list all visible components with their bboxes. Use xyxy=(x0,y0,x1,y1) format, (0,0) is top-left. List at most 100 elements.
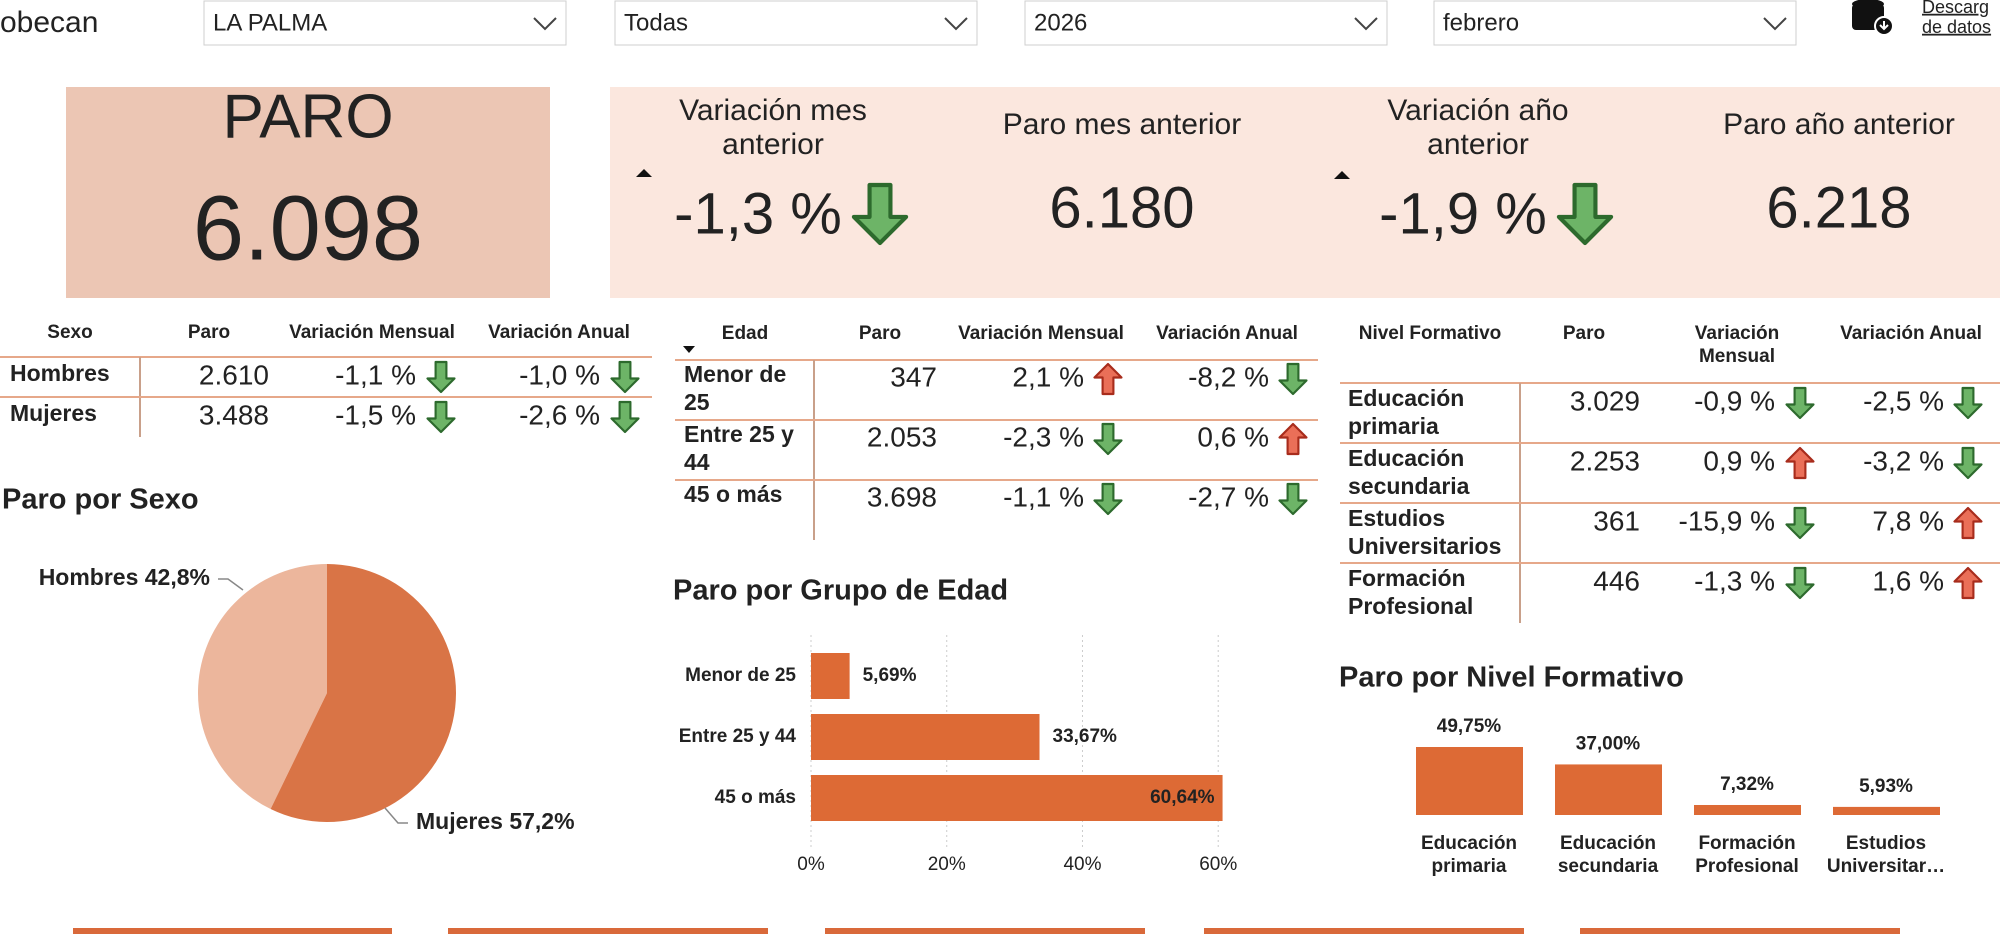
arrow-down xyxy=(426,400,456,434)
arrow-down xyxy=(1953,446,1983,480)
arrow-up xyxy=(1953,566,1983,600)
arrow-down xyxy=(1556,182,1614,246)
table-header: Paro xyxy=(859,323,901,344)
table-cell: -3,2 % xyxy=(1863,445,1944,476)
kpi-label: anterior xyxy=(722,128,824,161)
kpi-value: 6.218 xyxy=(1766,175,1911,240)
pie-slice xyxy=(270,564,457,822)
arrow-down xyxy=(1953,386,1983,420)
table-row-label: 44 xyxy=(684,449,710,475)
table-cell: 2.253 xyxy=(1570,445,1640,476)
table-cell: -1,1 % xyxy=(335,359,416,390)
sort-icon xyxy=(1334,171,1350,179)
table-row-label: Educación xyxy=(1348,445,1464,471)
x-tick-label: 40% xyxy=(1063,854,1101,875)
table-cell: -1,0 % xyxy=(519,359,600,390)
pie-slice xyxy=(198,564,327,810)
arrow-up xyxy=(1953,506,1983,540)
download-icon xyxy=(1852,0,1894,36)
download-link[interactable]: de datos xyxy=(1922,17,1991,37)
filter-value: febrero xyxy=(1443,9,1519,36)
table-cell: -15,9 % xyxy=(1679,505,1776,536)
table-cell: 361 xyxy=(1593,505,1640,536)
filter-value: 2026 xyxy=(1034,9,1087,36)
kpi-label: Variación mes xyxy=(679,94,867,127)
x-tick-label: 0% xyxy=(797,854,825,875)
bar xyxy=(1833,806,1940,815)
table-cell: 2.610 xyxy=(199,359,269,390)
arrow-up xyxy=(1093,362,1123,396)
kpi-main-label: PARO xyxy=(222,82,393,151)
table-row-label: Universitarios xyxy=(1348,533,1501,559)
leader-line xyxy=(384,807,408,824)
filter-dropdown[interactable] xyxy=(1024,0,1388,46)
table-header: Variación Mensual xyxy=(958,323,1124,344)
table-cell: -1,5 % xyxy=(335,399,416,430)
arrow-down xyxy=(610,400,640,434)
y-tick-label: Entre 25 y 44 xyxy=(679,726,797,747)
kpi-label: anterior xyxy=(1427,128,1529,161)
table-header: Variación Anual xyxy=(488,322,630,343)
x-tick-label: 20% xyxy=(928,854,966,875)
logo: obecan xyxy=(0,6,98,39)
y-tick-label: 45 o más xyxy=(715,787,796,808)
table-header: Variación xyxy=(1695,323,1780,344)
sort-icon xyxy=(636,169,652,177)
data-label: 37,00% xyxy=(1576,733,1641,754)
table-row-label: Entre 25 y xyxy=(684,421,794,447)
data-label: Mujeres 57,2% xyxy=(416,808,575,834)
table-header: Paro xyxy=(1563,323,1605,344)
table-row-label: Profesional xyxy=(1348,593,1473,619)
table-row-label: Menor de xyxy=(684,361,786,387)
arrow-down xyxy=(1278,482,1308,516)
table-header: Sexo xyxy=(47,322,92,343)
arrow-down xyxy=(1785,386,1815,420)
filter-dropdown[interactable] xyxy=(614,0,978,46)
data-label: 5,93% xyxy=(1859,776,1913,797)
table-header: Edad xyxy=(722,323,768,344)
chart-title: Paro por Grupo de Edad xyxy=(673,575,1008,607)
table-row-label: 45 o más xyxy=(684,481,782,507)
table-cell: -8,2 % xyxy=(1188,361,1269,392)
download-link[interactable]: Descarg xyxy=(1922,0,1989,17)
kpi-value: -1,3 % xyxy=(674,181,842,246)
arrow-down xyxy=(851,182,909,246)
table-cell: 7,8 % xyxy=(1872,505,1944,536)
filter-dropdown[interactable] xyxy=(1433,0,1797,46)
table-cell: 347 xyxy=(890,361,937,392)
arrow-down xyxy=(1093,422,1123,456)
table-row-label: primaria xyxy=(1348,413,1439,439)
table-row-label: secundaria xyxy=(1348,473,1470,499)
dropdown-chevron xyxy=(944,17,968,31)
table-row-label: Educación xyxy=(1348,385,1464,411)
table-cell: -2,6 % xyxy=(519,399,600,430)
dropdown-chevron xyxy=(533,17,557,31)
table-cell: 0,9 % xyxy=(1703,445,1775,476)
table-header: Mensual xyxy=(1699,346,1775,367)
filter-value: LA PALMA xyxy=(213,9,327,36)
kpi-value: -1,9 % xyxy=(1379,181,1547,246)
kpi-label: Paro mes anterior xyxy=(1003,108,1241,141)
table-cell: -1,1 % xyxy=(1003,481,1084,512)
table-header: Paro xyxy=(188,322,230,343)
table-header: Variación Anual xyxy=(1156,323,1298,344)
table-cell: 446 xyxy=(1593,565,1640,596)
bar xyxy=(1416,747,1523,815)
table-cell: -2,7 % xyxy=(1188,481,1269,512)
data-label: 49,75% xyxy=(1437,716,1502,737)
arrow-down xyxy=(1278,362,1308,396)
table-cell: -2,3 % xyxy=(1003,421,1084,452)
data-label: Hombres 42,8% xyxy=(39,564,210,590)
leader-line xyxy=(218,578,244,591)
arrow-down xyxy=(426,360,456,394)
filter-dropdown[interactable] xyxy=(203,0,567,46)
table-cell: 3.488 xyxy=(199,399,269,430)
arrow-down xyxy=(1093,482,1123,516)
data-label: 33,67% xyxy=(1053,726,1118,747)
table-cell: -2,5 % xyxy=(1863,385,1944,416)
bar xyxy=(811,653,850,699)
data-label: 7,32% xyxy=(1720,774,1774,795)
table-cell: 2.053 xyxy=(867,421,937,452)
y-tick-label: Menor de 25 xyxy=(685,665,796,686)
x-tick-label: Educación secundaria xyxy=(1558,833,1659,877)
